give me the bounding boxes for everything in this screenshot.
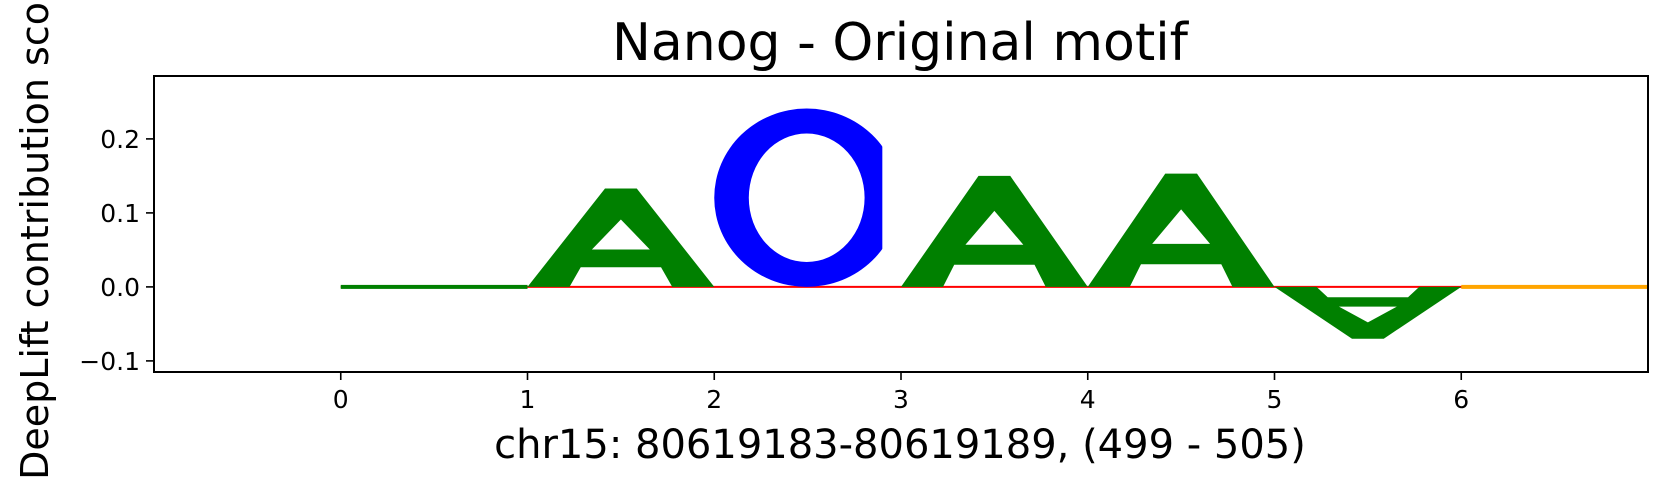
y-axis-label: DeepLift contribution sco (13, 2, 57, 480)
chart-title: Nanog - Original motif (612, 13, 1190, 73)
logo-letter-A-pos-4 (1087, 173, 1275, 287)
y-tick-label: −0.1 (79, 347, 140, 376)
x-tick-label: 1 (520, 385, 536, 414)
x-tick-label: 6 (1453, 385, 1469, 414)
logo-letter-A-pos-0 (340, 284, 528, 289)
x-tick-label: 2 (706, 385, 722, 414)
y-tick-label: 0.0 (100, 273, 140, 302)
logo-letter-C-pos-2 (714, 108, 905, 287)
y-axis: 0.2 0.1 0.0 −0.1 (79, 125, 154, 376)
logo-letter-A-pos-1 (527, 188, 715, 287)
x-tick-label: 3 (893, 385, 909, 414)
logo-letter-A-pos-3 (901, 175, 1088, 287)
x-axis-label: chr15: 80619183-80619189, (499 - 505) (494, 422, 1306, 468)
logo-letter-A-pos-5 (1274, 286, 1462, 339)
x-tick-label: 5 (1267, 385, 1283, 414)
x-tick-label: 4 (1080, 385, 1096, 414)
x-axis: 0 1 2 3 4 5 6 (333, 372, 1469, 414)
logo-letters (340, 108, 1648, 339)
y-tick-label: 0.1 (100, 199, 140, 228)
y-tick-label: 0.2 (100, 125, 140, 154)
x-tick-label: 0 (333, 385, 349, 414)
logo-letter-G-pos-6 (1461, 284, 1648, 289)
